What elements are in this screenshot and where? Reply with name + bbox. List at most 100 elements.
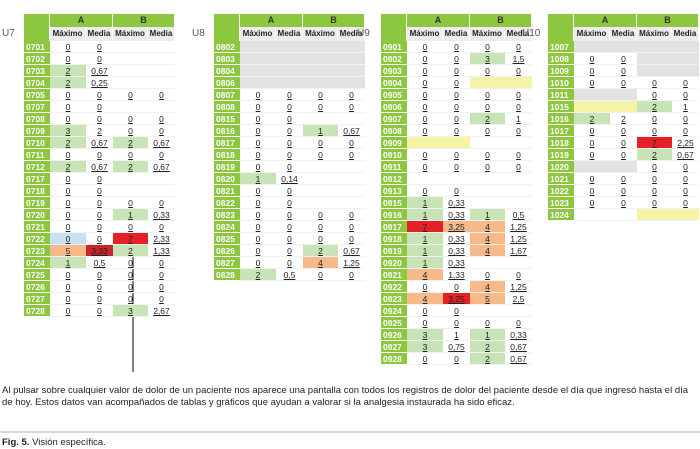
pain-value[interactable]: 0 xyxy=(50,101,86,113)
pain-value[interactable]: 0 xyxy=(338,269,365,281)
pain-value[interactable]: 1 xyxy=(505,113,532,125)
pain-value[interactable]: 0 xyxy=(470,125,505,137)
pain-value[interactable] xyxy=(303,77,338,89)
pain-value[interactable]: 0 xyxy=(148,149,175,161)
pain-value[interactable]: 0 xyxy=(50,173,86,185)
pain-value[interactable]: 5 xyxy=(470,293,505,305)
pain-value[interactable]: 0 xyxy=(276,125,303,137)
pain-value[interactable] xyxy=(637,65,672,77)
pain-value[interactable] xyxy=(637,209,672,221)
pain-value[interactable]: 0 xyxy=(86,41,113,53)
pain-value[interactable]: 0,5 xyxy=(86,257,113,269)
pain-value[interactable]: 0 xyxy=(574,77,610,89)
pain-value[interactable]: 2 xyxy=(240,269,276,281)
pain-value[interactable] xyxy=(338,197,365,209)
pain-value[interactable]: 2 xyxy=(303,245,338,257)
pain-value[interactable]: 0 xyxy=(637,113,672,125)
pain-value[interactable]: 0 xyxy=(303,149,338,161)
pain-value[interactable]: 0 xyxy=(443,353,470,365)
pain-value[interactable]: 3 xyxy=(470,53,505,65)
pain-value[interactable] xyxy=(470,137,505,149)
pain-value[interactable]: 0 xyxy=(50,149,86,161)
pain-value[interactable]: 0 xyxy=(240,149,276,161)
pain-value[interactable]: 0 xyxy=(505,41,532,53)
pain-value[interactable]: 0 xyxy=(113,89,148,101)
pain-value[interactable]: 0,33 xyxy=(443,233,470,245)
pain-value[interactable]: 0 xyxy=(240,137,276,149)
pain-value[interactable]: 0 xyxy=(86,173,113,185)
pain-value[interactable]: 2 xyxy=(50,137,86,149)
pain-value[interactable]: 2 xyxy=(470,113,505,125)
pain-value[interactable]: 0 xyxy=(470,41,505,53)
pain-value[interactable]: 0 xyxy=(50,197,86,209)
pain-value[interactable]: 0 xyxy=(407,65,443,77)
pain-value[interactable]: 4 xyxy=(470,233,505,245)
pain-value[interactable]: 0 xyxy=(276,209,303,221)
pain-value[interactable]: 0 xyxy=(240,197,276,209)
pain-value[interactable] xyxy=(610,89,637,101)
pain-value[interactable]: 0 xyxy=(610,185,637,197)
pain-value[interactable]: 0 xyxy=(672,89,699,101)
pain-value[interactable] xyxy=(338,173,365,185)
pain-value[interactable]: 0 xyxy=(86,233,113,245)
pain-value[interactable]: 0,25 xyxy=(86,77,113,89)
pain-value[interactable]: 0 xyxy=(574,65,610,77)
pain-value[interactable]: 1 xyxy=(443,329,470,341)
pain-value[interactable] xyxy=(470,197,505,209)
pain-value[interactable] xyxy=(113,101,148,113)
pain-value[interactable]: 0 xyxy=(505,125,532,137)
pain-value[interactable] xyxy=(148,53,175,65)
pain-value[interactable]: 0,14 xyxy=(276,173,303,185)
pain-value[interactable] xyxy=(338,41,365,53)
pain-value[interactable]: 0 xyxy=(240,209,276,221)
pain-value[interactable]: 0,33 xyxy=(443,245,470,257)
pain-value[interactable]: 0 xyxy=(443,185,470,197)
pain-value[interactable]: 1,25 xyxy=(505,233,532,245)
pain-value[interactable]: 0 xyxy=(303,209,338,221)
pain-value[interactable]: 0 xyxy=(276,233,303,245)
pain-value[interactable]: 0 xyxy=(443,161,470,173)
pain-value[interactable]: 0 xyxy=(443,101,470,113)
pain-value[interactable]: 0 xyxy=(50,209,86,221)
pain-value[interactable]: 0 xyxy=(443,53,470,65)
pain-value[interactable] xyxy=(505,173,532,185)
pain-value[interactable] xyxy=(148,41,175,53)
pain-value[interactable]: 0 xyxy=(276,245,303,257)
pain-value[interactable]: 1 xyxy=(407,245,443,257)
pain-value[interactable] xyxy=(610,101,637,113)
pain-value[interactable]: 0 xyxy=(505,89,532,101)
pain-value[interactable]: 0 xyxy=(407,161,443,173)
pain-value[interactable]: 0 xyxy=(338,209,365,221)
pain-value[interactable]: 0 xyxy=(86,113,113,125)
pain-value[interactable] xyxy=(148,77,175,89)
pain-value[interactable]: 0,67 xyxy=(148,161,175,173)
pain-value[interactable]: 1,25 xyxy=(505,281,532,293)
pain-value[interactable]: 0 xyxy=(50,281,86,293)
pain-value[interactable]: 2 xyxy=(637,149,672,161)
pain-value[interactable]: 0 xyxy=(50,305,86,317)
pain-value[interactable] xyxy=(443,137,470,149)
pain-value[interactable]: 0 xyxy=(505,317,532,329)
pain-value[interactable]: 0 xyxy=(443,149,470,161)
pain-value[interactable]: 1 xyxy=(407,209,443,221)
pain-value[interactable] xyxy=(505,305,532,317)
pain-value[interactable]: 2 xyxy=(50,65,86,77)
pain-value[interactable]: 0 xyxy=(303,269,338,281)
pain-value[interactable]: 0 xyxy=(50,269,86,281)
pain-value[interactable] xyxy=(505,197,532,209)
pain-value[interactable]: 0 xyxy=(86,149,113,161)
pain-value[interactable]: 0 xyxy=(470,89,505,101)
pain-value[interactable]: 0 xyxy=(443,125,470,137)
pain-value[interactable] xyxy=(113,65,148,77)
pain-value[interactable]: 0 xyxy=(86,209,113,221)
pain-value[interactable] xyxy=(470,185,505,197)
pain-value[interactable]: 0,67 xyxy=(672,149,699,161)
pain-value[interactable]: 0 xyxy=(505,101,532,113)
pain-value[interactable]: 3 xyxy=(113,305,148,317)
pain-value[interactable]: 0 xyxy=(672,125,699,137)
pain-value[interactable]: 0 xyxy=(86,101,113,113)
pain-value[interactable]: 0 xyxy=(637,77,672,89)
pain-value[interactable]: 1 xyxy=(50,257,86,269)
pain-value[interactable]: 0 xyxy=(443,77,470,89)
pain-value[interactable]: 0 xyxy=(407,317,443,329)
